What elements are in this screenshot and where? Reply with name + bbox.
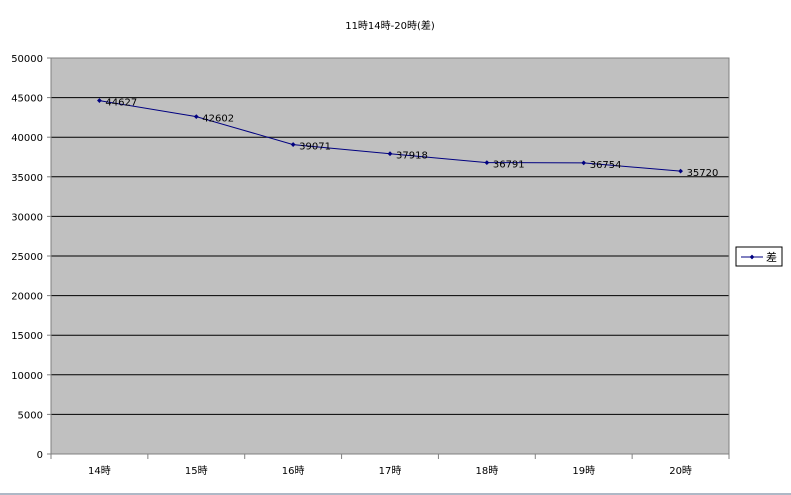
data-point-marker — [484, 160, 490, 166]
data-label: 36754 — [590, 160, 622, 171]
y-tick-label: 40000 — [11, 133, 43, 144]
data-point-marker — [387, 151, 393, 157]
x-tick-label: 15時 — [185, 465, 208, 477]
x-tick-label: 16時 — [282, 465, 305, 477]
y-tick-label: 0 — [37, 450, 43, 461]
data-point-marker — [581, 160, 587, 166]
legend-marker-swatch — [749, 254, 755, 260]
legend: 差 — [735, 246, 783, 267]
data-point-marker — [193, 114, 199, 119]
data-label: 39071 — [299, 142, 331, 153]
window-bottom-border — [0, 493, 791, 495]
x-tick-label: 20時 — [669, 465, 692, 477]
legend-label: 差 — [766, 250, 777, 264]
data-point-marker — [290, 142, 296, 147]
x-tick-label: 14時 — [88, 465, 111, 477]
data-label: 36791 — [493, 160, 525, 171]
y-tick-label: 20000 — [11, 292, 43, 303]
data-label: 35720 — [687, 168, 719, 179]
x-tick-label: 17時 — [379, 465, 402, 477]
plot-area: 0 5000 10000 15000 20000 25000 30000 35000 40000… — [11, 54, 730, 477]
x-tick-label: 19時 — [572, 465, 595, 477]
y-tick-label: 50000 — [11, 54, 43, 65]
y-tick-label: 45000 — [11, 94, 43, 105]
data-point-marker — [678, 168, 683, 174]
y-tick-label: 25000 — [11, 252, 43, 263]
data-label: 44627 — [105, 98, 137, 109]
y-tick-label: 15000 — [11, 331, 43, 342]
data-point-marker — [97, 98, 102, 103]
y-tick-label: 30000 — [11, 212, 43, 223]
y-tick-label: 10000 — [11, 371, 43, 382]
y-tick-label: 5000 — [18, 410, 43, 421]
data-label: 37918 — [396, 151, 428, 162]
y-tick-label: 35000 — [11, 173, 43, 184]
data-label: 42602 — [202, 114, 234, 125]
x-tick-label: 18時 — [475, 465, 498, 477]
plot-border — [50, 57, 730, 455]
chart-title: 11時14時-20時(差) — [345, 19, 435, 32]
